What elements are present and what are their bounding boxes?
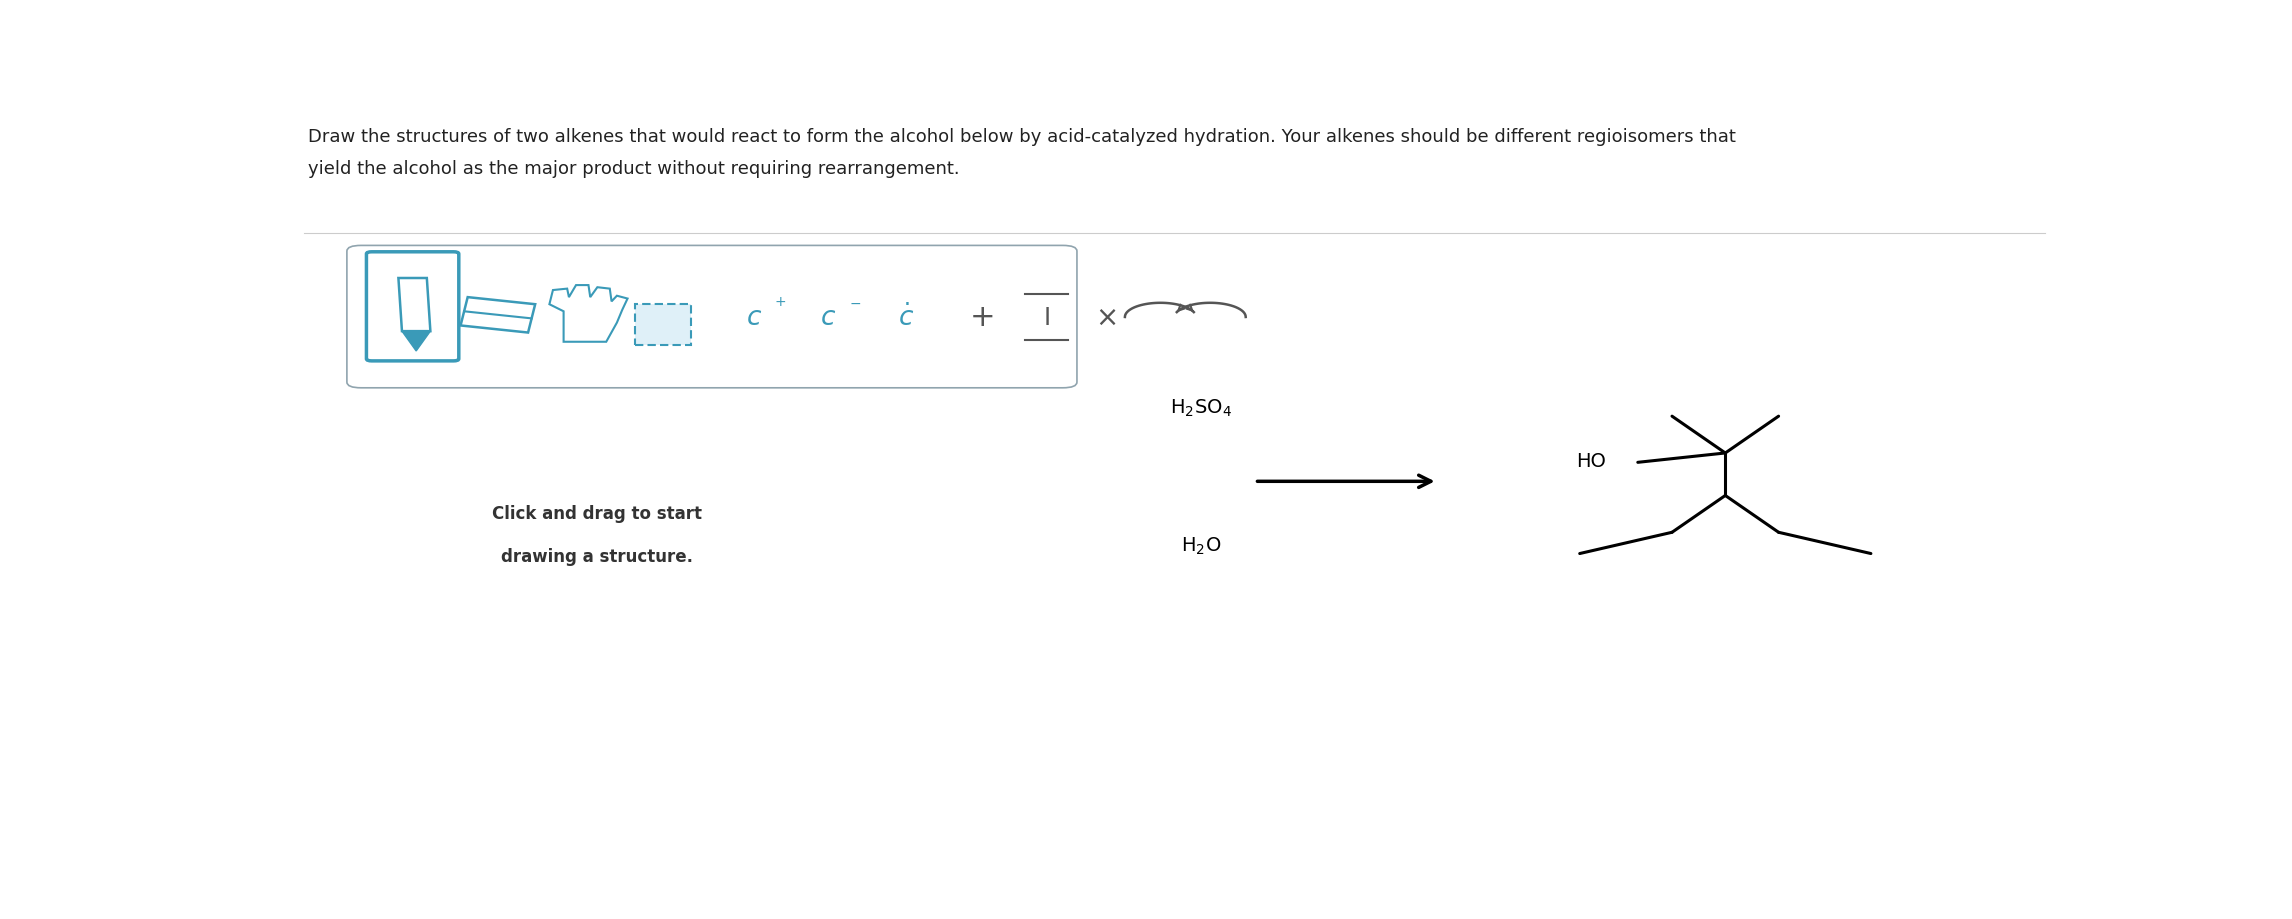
- Text: drawing a structure.: drawing a structure.: [502, 547, 694, 565]
- Text: Draw the structures of two alkenes that would react to form the alcohol below by: Draw the structures of two alkenes that …: [307, 128, 1735, 146]
- Text: $\it{\dot{c}}$: $\it{\dot{c}}$: [898, 304, 915, 331]
- Text: $\it{c}$: $\it{c}$: [821, 304, 837, 331]
- FancyBboxPatch shape: [367, 253, 458, 361]
- Text: H$_2$SO$_4$: H$_2$SO$_4$: [1171, 397, 1233, 418]
- Text: ×: ×: [1096, 303, 1118, 332]
- Text: yield the alcohol as the major product without requiring rearrangement.: yield the alcohol as the major product w…: [307, 160, 960, 177]
- Text: +: +: [970, 303, 995, 332]
- Text: $\it{c}$: $\it{c}$: [745, 304, 761, 331]
- Text: H$_2$O: H$_2$O: [1180, 535, 1222, 556]
- Text: $-$: $-$: [848, 295, 862, 309]
- FancyBboxPatch shape: [346, 246, 1077, 389]
- Bar: [635, 305, 692, 346]
- Polygon shape: [401, 332, 431, 352]
- Text: +: +: [775, 295, 786, 309]
- Text: I: I: [1043, 306, 1050, 330]
- Text: Click and drag to start: Click and drag to start: [493, 505, 701, 523]
- Text: HO: HO: [1577, 451, 1607, 471]
